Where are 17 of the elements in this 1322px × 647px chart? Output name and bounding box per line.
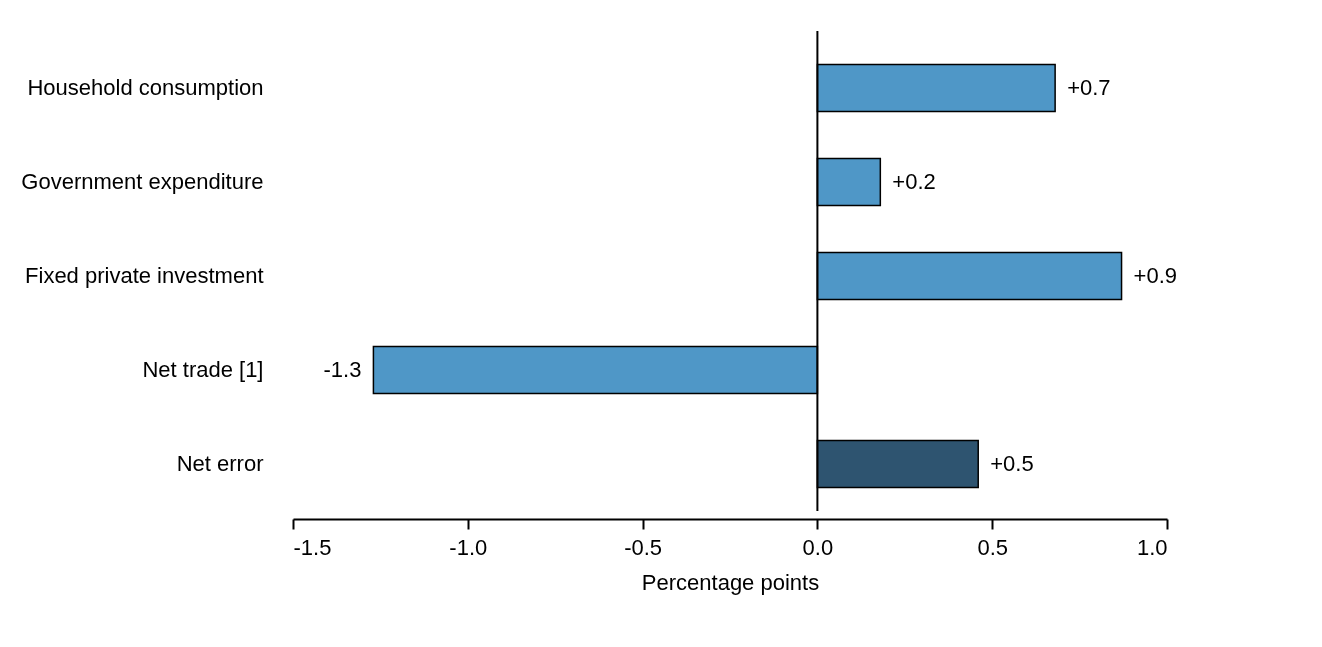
data-label: +0.5: [990, 451, 1034, 476]
y-tick-label: Government expenditure: [21, 169, 264, 194]
x-tick-label: 0.0: [802, 534, 834, 560]
data-label: +0.2: [892, 169, 936, 194]
x-tick-label: -1.5: [293, 534, 332, 560]
x-tick-label: -1.0: [449, 534, 488, 560]
y-tick-label: Net trade [1]: [142, 357, 264, 382]
x-tick-label: -0.5: [624, 534, 663, 560]
y-tick-label: Net error: [176, 451, 264, 476]
data-label: +0.9: [1133, 263, 1177, 288]
y-tick-label: Fixed private investment: [25, 263, 264, 288]
data-label: +0.7: [1067, 75, 1111, 100]
y-tick-label: Household consumption: [27, 75, 264, 100]
x-axis-title: Percentage points: [641, 569, 820, 595]
x-tick-label: 0.5: [977, 534, 1008, 560]
data-label: -1.3: [323, 357, 362, 382]
x-tick-label: 1.0: [1136, 534, 1168, 560]
